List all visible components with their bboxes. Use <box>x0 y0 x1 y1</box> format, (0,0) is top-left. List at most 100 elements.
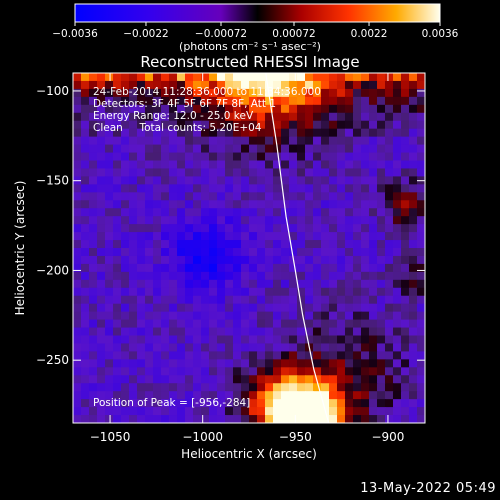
heatmap-cell <box>89 375 98 384</box>
heatmap-cell <box>385 343 394 352</box>
heatmap-cell <box>273 311 282 321</box>
heatmap-cell <box>81 240 90 249</box>
heatmap-cell <box>145 208 154 217</box>
heatmap-cell <box>161 176 170 185</box>
heatmap-cell <box>361 240 370 249</box>
heatmap-cell <box>185 120 194 130</box>
heatmap-cell <box>209 367 218 376</box>
heatmap-cell <box>105 80 114 90</box>
heatmap-cell <box>417 128 425 138</box>
heatmap-cell <box>257 351 266 360</box>
heatmap-cell <box>297 200 306 209</box>
heatmap-cell <box>329 96 338 106</box>
heatmap-cell <box>169 383 178 392</box>
heatmap-cell <box>337 200 346 209</box>
heatmap-cell <box>161 415 170 423</box>
heatmap-cell <box>369 271 378 281</box>
heatmap-cell <box>281 144 290 154</box>
heatmap-cell <box>217 351 226 360</box>
heatmap-cell <box>217 160 226 170</box>
heatmap-cell <box>329 88 338 98</box>
heatmap-cell <box>409 279 418 289</box>
heatmap-cell <box>209 351 218 360</box>
heatmap-cell <box>401 367 410 376</box>
heatmap-cell <box>321 104 330 114</box>
heatmap-cell <box>289 295 298 305</box>
heatmap-cell <box>329 271 338 281</box>
heatmap-cell <box>145 240 154 249</box>
heatmap-cell <box>137 271 146 281</box>
heatmap-cell <box>265 415 274 423</box>
heatmap-cell <box>257 104 266 114</box>
heatmap-cell <box>297 383 306 392</box>
heatmap-cell <box>201 375 210 384</box>
heatmap-cell <box>193 232 202 241</box>
heatmap-cell <box>401 343 410 352</box>
heatmap-cell <box>273 104 282 114</box>
colorbar-tick-label: 0.0036 <box>422 28 459 40</box>
heatmap-cell <box>289 383 298 392</box>
heatmap-cell <box>369 343 378 352</box>
heatmap-cell <box>97 383 106 392</box>
heatmap-cell <box>417 224 425 233</box>
heatmap-cell <box>105 160 114 170</box>
heatmap-cell <box>201 120 210 130</box>
heatmap-cell <box>273 73 282 82</box>
heatmap-cell <box>89 399 98 408</box>
heatmap-cell <box>177 248 186 257</box>
heatmap-cell <box>129 200 138 209</box>
heatmap-cell <box>321 73 330 82</box>
heatmap-cell <box>153 112 162 122</box>
heatmap-cell <box>201 104 210 114</box>
heatmap-cell <box>305 391 314 400</box>
heatmap-cell <box>417 343 425 352</box>
heatmap-cell <box>369 399 378 408</box>
heatmap-cell <box>233 208 242 217</box>
heatmap-cell <box>217 192 226 201</box>
heatmap-cell <box>281 255 290 265</box>
heatmap-cell <box>289 335 298 345</box>
heatmap-cell <box>201 279 210 289</box>
heatmap-cell <box>177 351 186 360</box>
heatmap-cell <box>177 383 186 392</box>
heatmap-cell <box>169 168 178 177</box>
heatmap-cell <box>161 104 170 114</box>
heatmap-cell <box>129 311 138 321</box>
heatmap-cell <box>241 120 250 130</box>
heatmap-cell <box>145 152 154 162</box>
heatmap-cell <box>193 160 202 170</box>
heatmap-cell <box>153 104 162 114</box>
heatmap-cell <box>161 224 170 233</box>
heatmap-cell <box>161 168 170 177</box>
heatmap-cell <box>377 279 386 289</box>
heatmap-cell <box>377 120 386 130</box>
heatmap-cell <box>329 287 338 297</box>
heatmap-cell <box>193 359 202 368</box>
heatmap-cell <box>217 80 226 90</box>
colorbar-tick-label: 0.00072 <box>272 28 315 40</box>
heatmap-cell <box>393 73 402 82</box>
heatmap-cell <box>209 184 218 193</box>
heatmap-cell <box>89 351 98 360</box>
heatmap-cell <box>257 407 266 416</box>
heatmap-cell <box>137 391 146 400</box>
heatmap-cell <box>289 367 298 376</box>
heatmap-cell <box>385 232 394 241</box>
heatmap-cell <box>193 80 202 90</box>
heatmap-cell <box>369 192 378 201</box>
heatmap-cell <box>185 399 194 408</box>
heatmap-cell <box>73 96 82 106</box>
heatmap-cell <box>361 200 370 209</box>
heatmap-cell <box>329 232 338 241</box>
heatmap-cell <box>145 104 154 114</box>
heatmap-cell <box>417 104 425 114</box>
heatmap-cell <box>201 208 210 217</box>
heatmap-cell <box>345 160 354 170</box>
heatmap-cell <box>153 224 162 233</box>
heatmap-cell <box>321 120 330 130</box>
heatmap-cell <box>113 399 122 408</box>
heatmap-cell <box>177 232 186 241</box>
heatmap-cell <box>257 176 266 185</box>
heatmap-cell <box>321 184 330 193</box>
heatmap-cell <box>313 200 322 209</box>
